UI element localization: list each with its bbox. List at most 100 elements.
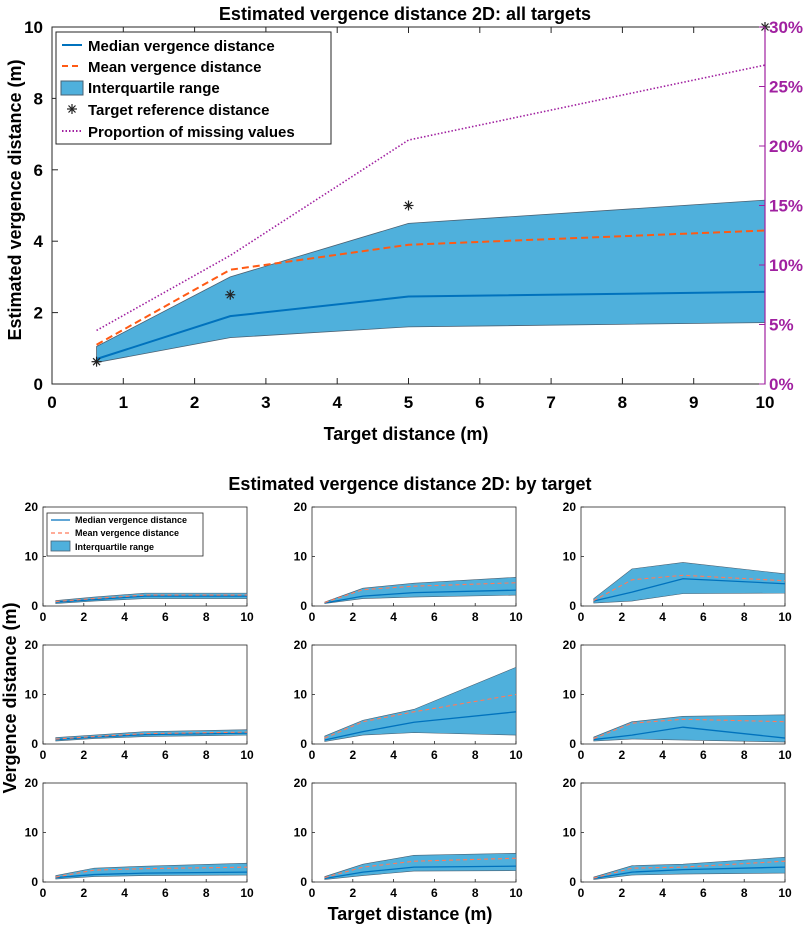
small-panel-x-tick-label: 6 (700, 748, 707, 762)
small-panel-x-tick-label: 4 (121, 748, 128, 762)
small-panel-x-tick-label: 10 (509, 748, 523, 762)
small-panel-x-tick-label: 10 (778, 886, 792, 900)
small-panel-y-tick-label: 20 (563, 500, 577, 514)
small-panel-x-tick-label: 4 (390, 748, 397, 762)
main-x-tick-label: 9 (689, 393, 698, 412)
main-target-marker-stroke (226, 290, 235, 299)
small-legend-iqr-swatch (50, 540, 71, 552)
small-panel-x-tick-label: 2 (349, 748, 356, 762)
small-panel-mean-line (55, 731, 248, 740)
main-x-tick-label: 8 (618, 393, 627, 412)
small-panel-x-tick-label: 10 (240, 610, 254, 624)
small-panel-x-tick-label: 0 (578, 610, 585, 624)
small-panel-x-tick-label: 10 (240, 886, 254, 900)
small-panel-x-tick-label: 2 (618, 748, 625, 762)
small-panel-x-tick-label: 2 (618, 610, 625, 624)
main-missing-line (96, 64, 766, 332)
small-panel-x-tick-label: 8 (203, 610, 210, 624)
small-panel-x-tick-label: 0 (309, 886, 316, 900)
main-y2-tick-label: 15% (769, 197, 803, 216)
small-panel-x-tick-label: 0 (578, 886, 585, 900)
small-panel-7: 0 2 4 6 8 10 0 10 20 (25, 776, 254, 900)
small-panel-x-tick-label: 6 (431, 748, 438, 762)
small-panel-x-tick-label: 8 (741, 748, 748, 762)
small-panel-mean-line (55, 866, 248, 878)
small-panel-y-tick-label: 0 (31, 737, 38, 751)
main-x-tick-label: 3 (261, 393, 270, 412)
legend-target-marker (67, 104, 77, 114)
small-panel-x-tick-label: 6 (700, 886, 707, 900)
main-title: Estimated vergence distance 2D: all targ… (219, 4, 591, 24)
small-panel-x-tick-label: 6 (700, 610, 707, 624)
small-panel-median-line (593, 726, 786, 741)
small-panel-x-tick-label: 2 (80, 748, 87, 762)
main-x-tick-label: 5 (404, 393, 413, 412)
small-panel-x-tick-label: 4 (659, 748, 666, 762)
small-panel-x-tick-label: 0 (40, 610, 47, 624)
main-x-tick-label: 10 (756, 393, 775, 412)
small-panel-3: 0 2 4 6 8 10 0 10 20 (563, 500, 792, 624)
small-panel-8: 0 2 4 6 8 10 0 10 20 (294, 776, 523, 900)
small-panel-x-tick-label: 4 (390, 886, 397, 900)
small-panel-iqr-band (324, 852, 517, 880)
small-panel-y-tick-label: 0 (31, 875, 38, 889)
small-panel-iqr-band (324, 666, 517, 742)
small-panel-x-tick-label: 8 (203, 748, 210, 762)
legend-median-label: Median vergence distance (88, 38, 275, 55)
small-panel-y-tick-label: 20 (25, 776, 39, 790)
main-legend-box (55, 31, 332, 145)
small-panel-median-line (324, 711, 517, 741)
main-target-marker-stroke (92, 357, 101, 366)
small-panel-x-tick-label: 10 (778, 610, 792, 624)
small-panel-median-line (324, 865, 517, 880)
small-panel-mean-line (593, 574, 786, 602)
main-x-tick-label: 4 (332, 393, 342, 412)
legend-mean-label: Mean vergence distance (88, 59, 261, 76)
small-panel-y-tick-label: 0 (31, 599, 38, 613)
legend-iqr-label: Interquartile range (88, 80, 220, 97)
main-y-tick-label: 4 (34, 232, 44, 251)
small-panel-y-tick-label: 0 (569, 599, 576, 613)
small-panel-x-tick-label: 10 (509, 886, 523, 900)
small-panel-median-line (593, 578, 786, 602)
small-panel-x-tick-label: 8 (741, 886, 748, 900)
main-x-tick-label: 7 (546, 393, 555, 412)
small-panel-x-tick-label: 4 (659, 886, 666, 900)
small-panel-4: 0 2 4 6 8 10 0 10 20 (25, 638, 254, 762)
small-legend-median-label: Median vergence distance (75, 515, 187, 525)
main-y2-tick-label: 25% (769, 78, 803, 97)
small-panel-x-tick-label: 2 (618, 886, 625, 900)
small-panel-x-tick-label: 0 (309, 748, 316, 762)
small-panel-x-tick-label: 8 (203, 886, 210, 900)
main-y2-tick-label: 30% (769, 18, 803, 37)
small-panel-x-tick-label: 10 (509, 610, 523, 624)
small-panel-x-tick-label: 0 (40, 748, 47, 762)
small-panel-x-tick-label: 6 (162, 748, 169, 762)
small-panel-x-tick-label: 6 (162, 886, 169, 900)
small-legend-mean-label: Mean vergence distance (75, 528, 179, 538)
main-legend: Median vergence distance Mean vergence d… (55, 31, 332, 145)
small-panel-x-tick-label: 10 (778, 748, 792, 762)
small-panel-y-tick-label: 0 (300, 875, 307, 889)
small-panel-y-tick-label: 10 (563, 826, 577, 840)
small-panel-y-tick-label: 0 (300, 599, 307, 613)
small-panel-x-tick-label: 2 (80, 886, 87, 900)
small-legend-iqr-label: Interquartile range (75, 542, 154, 552)
main-y-tick-label: 10 (24, 18, 43, 37)
small-panel-iqr-band (593, 856, 786, 880)
small-panel-x-tick-label: 6 (431, 610, 438, 624)
small-panel-mean-line (55, 594, 247, 603)
main-y-tick-label: 0 (34, 375, 43, 394)
main-x-axis-label: Target distance (m) (324, 424, 489, 444)
small-panel-x-tick-label: 8 (472, 748, 479, 762)
small-panel-x-tick-label: 4 (390, 610, 397, 624)
small-panel-y-tick-label: 10 (294, 826, 308, 840)
small-panel-y-tick-label: 0 (569, 737, 576, 751)
small-panel-y-tick-label: 20 (294, 500, 308, 514)
small-panel-median-line (55, 871, 248, 879)
main-y-tick-label: 6 (34, 161, 43, 180)
small-panel-median-line (593, 866, 786, 880)
small-panel-axes-box (42, 644, 248, 745)
small-panel-median-line (324, 589, 517, 604)
legend-iqr-swatch (60, 80, 84, 96)
